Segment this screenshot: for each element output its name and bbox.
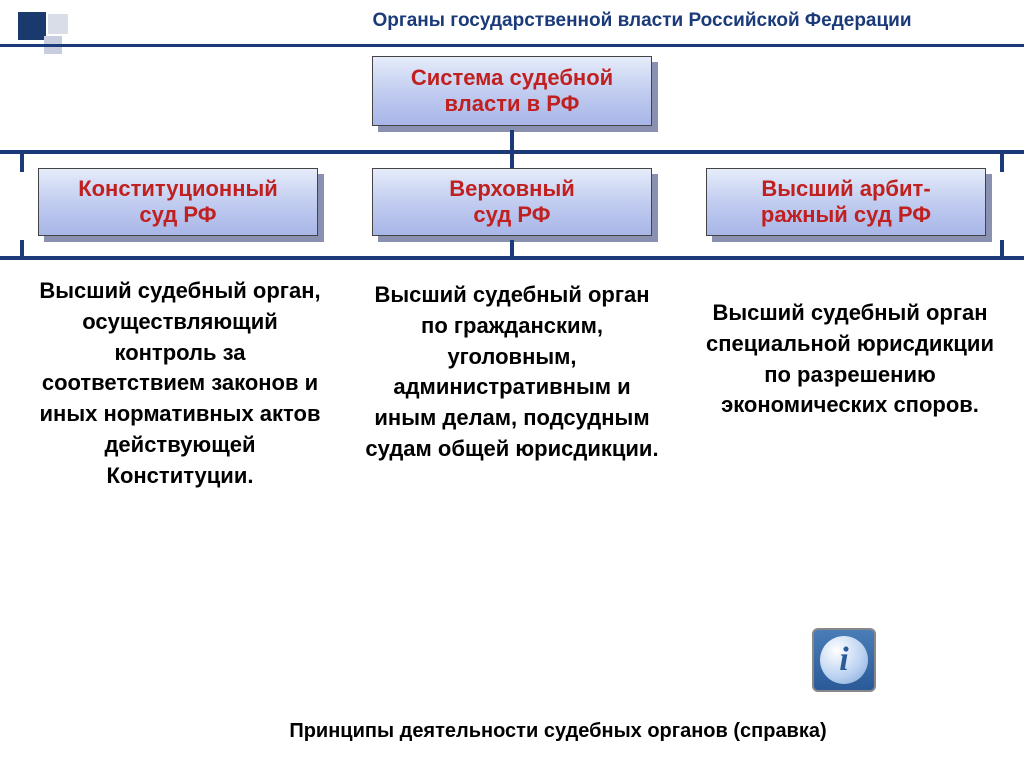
court-description-supreme: Высший судебный орган по гражданским, уг… [362,280,662,465]
connector-to-court-2 [1000,150,1004,172]
connector-from-court-2 [1000,240,1004,256]
court-label: Конституционный суд РФ [78,176,278,229]
court-label: Высший арбит- ражный суд РФ [761,176,931,229]
footer-caption: Принципы деятельности судебных органов (… [258,720,858,743]
court-description-constitutional: Высший судебный орган, осуществляющий ко… [30,276,330,492]
court-description-arbitration: Высший судебный орган специальной юрисди… [700,298,1000,421]
court-box-constitutional: Конституционный суд РФ [38,168,318,236]
info-icon[interactable]: i [812,628,876,692]
connector-from-court-1 [510,240,514,256]
page-title: Органы государственной власти Российской… [280,10,1004,32]
info-letter: i [839,641,848,679]
connector-to-court-0 [20,150,24,172]
root-label: Система судебной власти в РФ [411,65,613,118]
court-box-arbitration: Высший арбит- ражный суд РФ [706,168,986,236]
connector-from-court-0 [20,240,24,256]
level-divider-2 [0,256,1024,260]
root-node: Система судебной власти в РФ [372,56,652,126]
header-divider [0,44,1024,47]
court-label: Верховный суд РФ [449,176,575,229]
connector-root-down [510,130,514,150]
court-box-supreme: Верховный суд РФ [372,168,652,236]
